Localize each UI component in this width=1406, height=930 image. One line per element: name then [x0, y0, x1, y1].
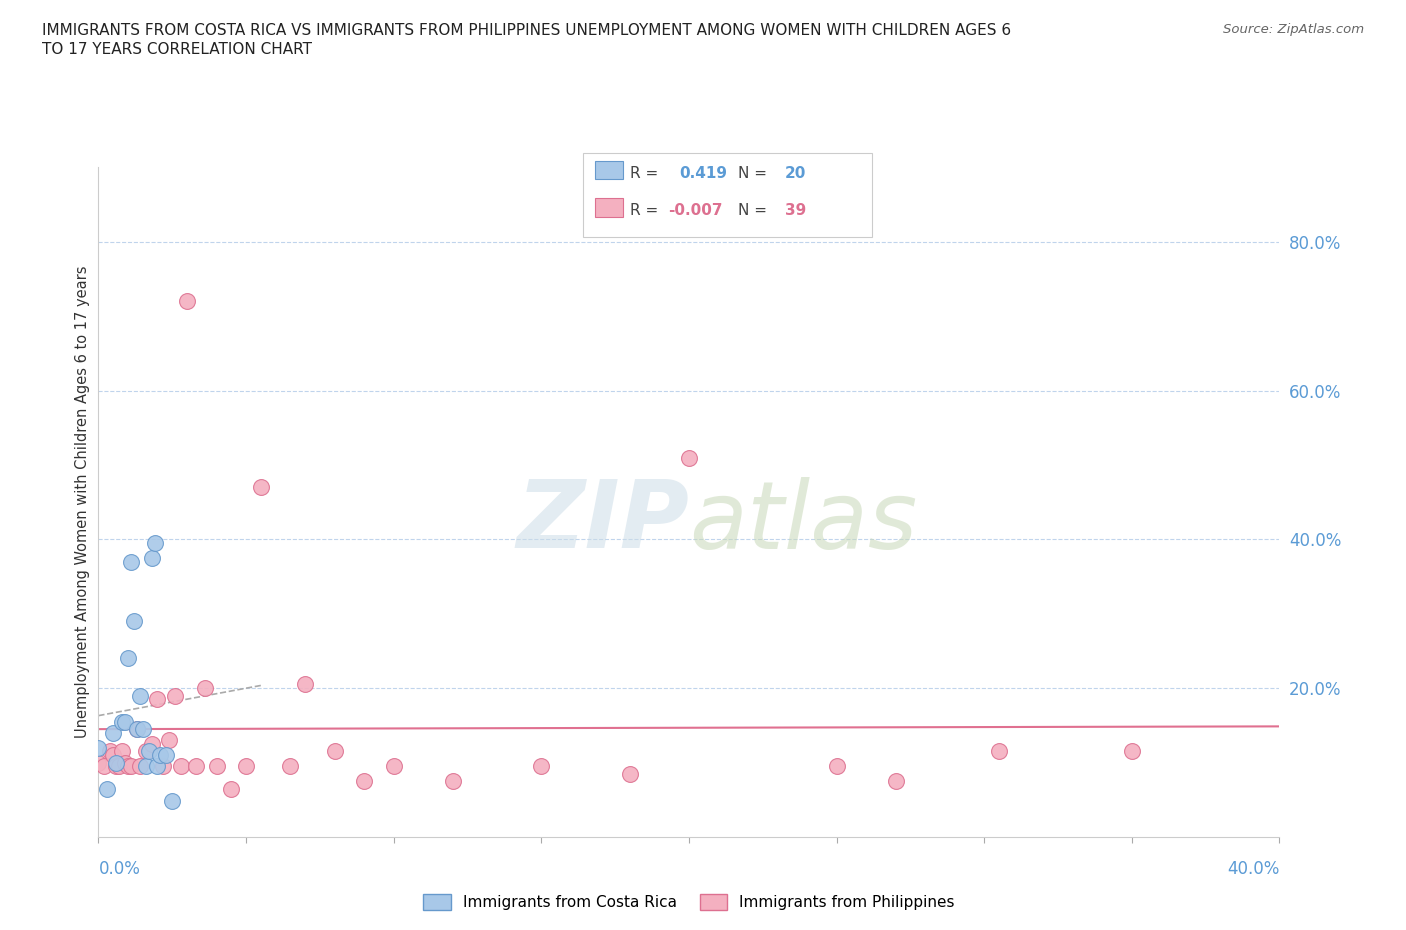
Point — [1121, 744, 1143, 759]
Point — [219, 781, 242, 796]
Point — [323, 744, 346, 759]
Point — [170, 759, 193, 774]
Point — [235, 759, 257, 774]
Point — [111, 714, 134, 729]
Text: 39: 39 — [785, 203, 806, 218]
Point — [146, 692, 169, 707]
Point — [105, 759, 128, 774]
Point — [155, 748, 177, 763]
Point — [132, 722, 155, 737]
Point — [128, 688, 150, 703]
Text: Source: ZipAtlas.com: Source: ZipAtlas.com — [1223, 23, 1364, 36]
Point — [114, 755, 136, 770]
Point — [114, 714, 136, 729]
Point — [194, 681, 217, 696]
Point — [120, 554, 142, 569]
Point — [294, 677, 316, 692]
Text: TO 17 YEARS CORRELATION CHART: TO 17 YEARS CORRELATION CHART — [42, 42, 312, 57]
Point — [250, 480, 273, 495]
Point — [111, 744, 134, 759]
Point — [125, 722, 148, 737]
Text: 40.0%: 40.0% — [1227, 860, 1279, 878]
Point — [441, 774, 464, 789]
Text: 0.0%: 0.0% — [98, 860, 141, 878]
Point — [117, 759, 139, 774]
Point — [103, 725, 125, 740]
Point — [278, 759, 302, 774]
Text: atlas: atlas — [689, 477, 917, 568]
Point — [128, 759, 150, 774]
Text: R =: R = — [630, 203, 658, 218]
Point — [141, 551, 163, 565]
Point — [162, 794, 183, 809]
Text: IMMIGRANTS FROM COSTA RICA VS IMMIGRANTS FROM PHILIPPINES UNEMPLOYMENT AMONG WOM: IMMIGRANTS FROM COSTA RICA VS IMMIGRANTS… — [42, 23, 1011, 38]
Point — [93, 759, 115, 774]
Point — [125, 722, 148, 737]
Point — [176, 294, 198, 309]
Text: N =: N = — [738, 166, 768, 180]
Point — [120, 759, 142, 774]
Text: -0.007: -0.007 — [668, 203, 723, 218]
Text: 0.419: 0.419 — [679, 166, 727, 180]
Legend: Immigrants from Costa Rica, Immigrants from Philippines: Immigrants from Costa Rica, Immigrants f… — [418, 888, 960, 916]
Point — [825, 759, 848, 774]
Point — [987, 744, 1010, 759]
Point — [884, 774, 907, 789]
Text: 20: 20 — [785, 166, 806, 180]
Point — [122, 614, 145, 629]
Point — [165, 688, 187, 703]
Point — [105, 755, 128, 770]
Text: R =: R = — [630, 166, 658, 180]
Point — [353, 774, 375, 789]
Point — [87, 755, 110, 770]
Point — [143, 536, 166, 551]
Point — [98, 744, 121, 759]
Text: ZIP: ZIP — [516, 476, 689, 568]
Point — [157, 733, 180, 748]
Point — [382, 759, 405, 774]
Point — [135, 759, 157, 774]
Point — [619, 766, 641, 781]
Point — [138, 744, 160, 759]
Point — [135, 744, 157, 759]
Point — [103, 748, 125, 763]
Point — [96, 781, 118, 796]
Point — [530, 759, 553, 774]
Point — [87, 740, 110, 755]
Point — [108, 759, 131, 774]
Point — [678, 450, 700, 465]
Point — [152, 759, 174, 774]
Point — [149, 748, 172, 763]
Y-axis label: Unemployment Among Women with Children Ages 6 to 17 years: Unemployment Among Women with Children A… — [75, 266, 90, 738]
Text: N =: N = — [738, 203, 768, 218]
Point — [146, 759, 169, 774]
Point — [141, 737, 163, 751]
Point — [184, 759, 207, 774]
Point — [205, 759, 228, 774]
Point — [117, 651, 139, 666]
